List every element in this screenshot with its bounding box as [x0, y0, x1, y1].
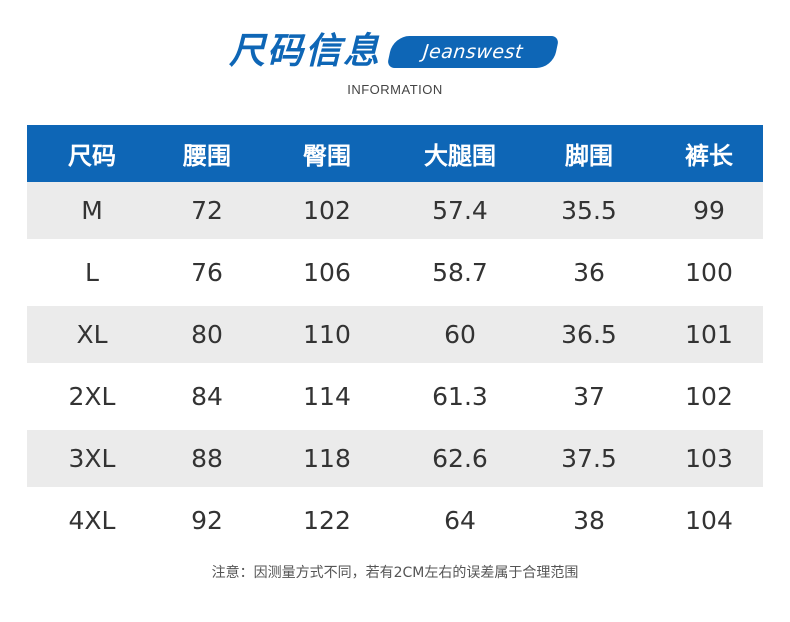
column-header-length: 裤长 — [685, 142, 733, 170]
table-row: L 76 106 58.7 36 100 — [27, 239, 763, 306]
size-table: 尺码 腰围 臀围 大腿围 脚围 裤长 M 72 102 57.4 35.5 99… — [27, 125, 763, 553]
table-cell: 102 — [303, 196, 351, 225]
table-cell: 37.5 — [561, 444, 617, 473]
table-row: 4XL 92 122 64 38 104 — [27, 487, 763, 553]
table-cell: 92 — [191, 505, 223, 535]
table-row: M 72 102 57.4 35.5 99 — [27, 182, 763, 239]
table-cell: M — [81, 196, 103, 225]
table-cell: XL — [76, 320, 108, 349]
table-row: 3XL 88 118 62.6 37.5 103 — [27, 430, 763, 487]
table-cell: 38 — [573, 505, 605, 535]
brand-logo-text: Jeanswest — [421, 41, 525, 63]
table-cell: 36 — [573, 258, 605, 287]
page-title: 尺码信息 — [229, 31, 382, 72]
table-cell: 102 — [685, 382, 733, 411]
table-cell: 110 — [303, 320, 351, 349]
table-cell: 62.6 — [432, 444, 488, 473]
table-cell: 58.7 — [432, 258, 488, 287]
table-cell: 61.3 — [432, 382, 488, 411]
table-cell: 36.5 — [561, 320, 617, 349]
table-cell: 104 — [685, 505, 733, 535]
table-header: 尺码 腰围 臀围 大腿围 脚围 裤长 — [27, 125, 763, 182]
column-header-size: 尺码 — [68, 142, 116, 170]
table-cell: 35.5 — [561, 196, 617, 225]
table-cell: 37 — [573, 382, 605, 411]
measurement-note: 注意：因测量方式不同，若有2CM左右的误差属于合理范围 — [211, 565, 579, 581]
table-cell: 60 — [444, 320, 476, 349]
table-cell: 76 — [191, 258, 223, 287]
table-cell: 88 — [191, 444, 223, 473]
column-header-waist: 腰围 — [183, 142, 231, 170]
table-cell: 2XL — [68, 382, 116, 411]
table-cell: 72 — [191, 196, 223, 225]
table-row: XL 80 110 60 36.5 101 — [27, 306, 763, 363]
table-cell: 3XL — [68, 444, 116, 473]
column-header-hip: 臀围 — [303, 142, 351, 170]
page-subtitle: INFORMATION — [347, 82, 443, 97]
table-cell: 106 — [303, 258, 351, 287]
table-row: 2XL 84 114 61.3 37 102 — [27, 363, 763, 430]
header: 尺码信息 Jeanswest INFORMATION — [0, 0, 790, 110]
table-cell: 80 — [191, 320, 223, 349]
table-cell: 103 — [685, 444, 733, 473]
table-cell: 4XL — [68, 505, 116, 535]
table-cell: 84 — [191, 382, 223, 411]
table-cell: L — [85, 258, 99, 287]
table-cell: 64 — [444, 505, 476, 535]
table-cell: 118 — [303, 444, 351, 473]
table-cell: 57.4 — [432, 196, 488, 225]
column-header-thigh: 大腿围 — [424, 142, 496, 170]
table-cell: 100 — [685, 258, 733, 287]
table-cell: 114 — [303, 382, 351, 411]
column-header-leg-opening: 脚围 — [565, 142, 613, 170]
table-cell: 101 — [685, 320, 733, 349]
brand-logo: Jeanswest — [386, 36, 560, 68]
table-cell: 99 — [693, 196, 725, 225]
table-cell: 122 — [303, 505, 351, 535]
